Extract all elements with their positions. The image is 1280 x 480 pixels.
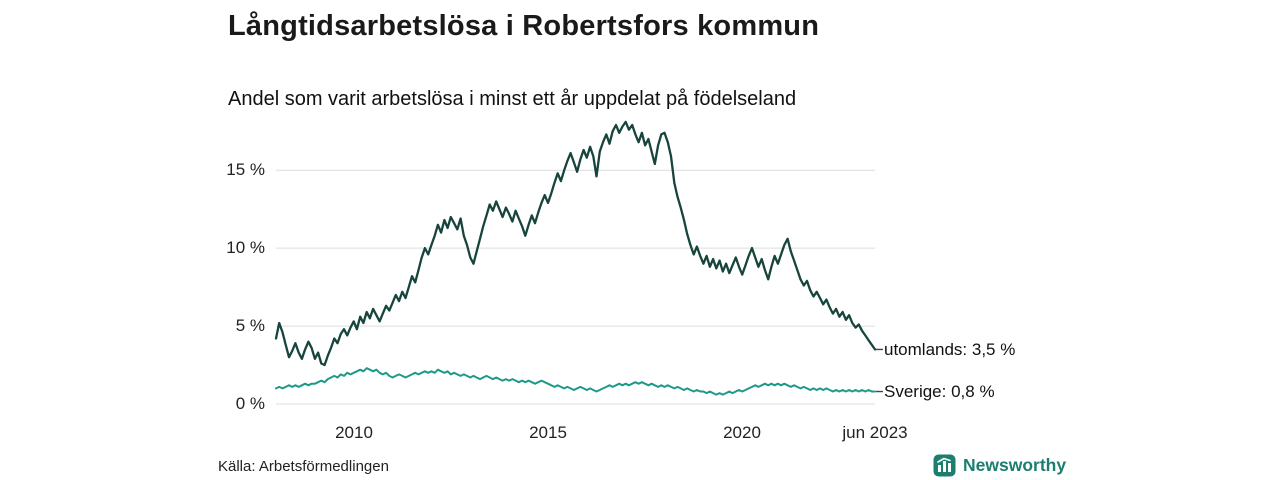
x-axis-label-2020: 2020 — [723, 423, 761, 442]
x-axis-label-2010: 2010 — [335, 423, 373, 442]
x-axis-label-jun-2023: jun 2023 — [842, 423, 908, 442]
chart-subtitle: Andel som varit arbetslösa i minst ett å… — [228, 88, 797, 110]
y-axis-label-15: 15 % — [226, 160, 265, 179]
y-axis-label-0: 0 % — [235, 394, 265, 413]
chart-title: Långtidsarbetslösa i Robertsfors kommun — [228, 10, 820, 42]
y-axis-label-5: 5 % — [235, 316, 265, 335]
series-line-sverige — [275, 367, 876, 396]
x-axis-label-2015: 2015 — [529, 423, 567, 442]
y-axis-label-10: 10 % — [226, 238, 265, 257]
source-note: Källa: Arbetsförmedlingen — [218, 458, 389, 475]
newsworthy-logo: Newsworthy — [933, 454, 1066, 477]
series-end-label-utomlands: utomlands: 3,5 % — [884, 339, 1016, 359]
newsworthy-wordmark: Newsworthy — [963, 455, 1067, 475]
series-line-utomlands — [274, 120, 877, 367]
newsworthy-logo-icon — [933, 454, 956, 477]
series-end-label-sverige: Sverige: 0,8 % — [884, 382, 995, 402]
